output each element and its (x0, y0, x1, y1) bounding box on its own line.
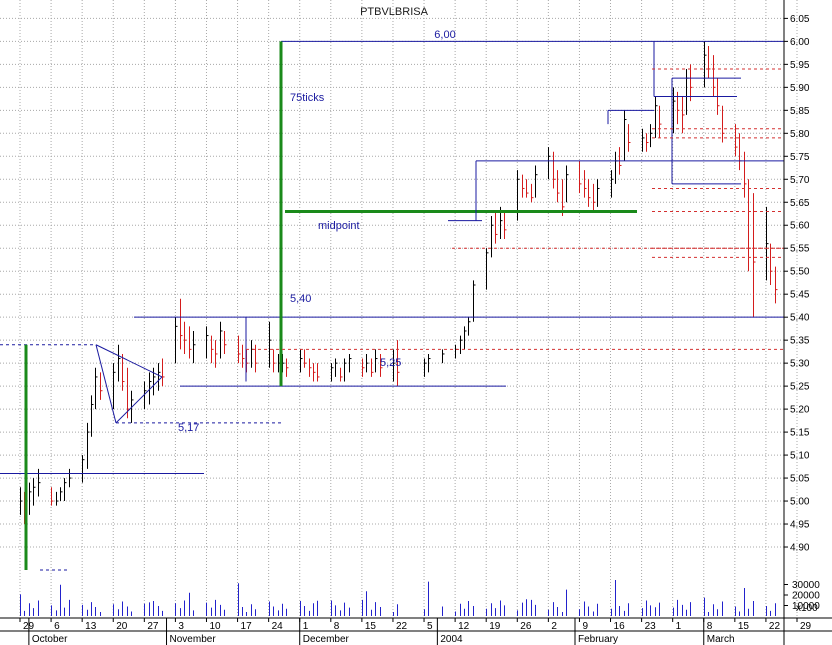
date-tick-label: 26 (520, 621, 532, 632)
date-tick-label: 29 (800, 621, 812, 632)
price-tick-label: 5.75 (790, 152, 810, 163)
date-tick-label: 19 (489, 621, 501, 632)
date-axis: 2961320273101724181522512192629162318152… (19, 618, 812, 645)
price-tick-label: 5.50 (790, 267, 810, 278)
price-tick-label: 5.20 (790, 405, 810, 416)
price-tick-label: 5.00 (790, 497, 810, 508)
date-tick-label: 12 (458, 621, 470, 632)
date-tick-label: 17 (241, 621, 253, 632)
price-tick-label: 5.85 (790, 106, 810, 117)
triangle-lower-line (115, 376, 163, 424)
volume-tick-label: 30000 (792, 580, 820, 591)
price-tick-label: 5.55 (790, 244, 810, 255)
date-tick-label: 13 (85, 621, 97, 632)
chart-drawings (0, 40, 784, 571)
date-tick-label: 22 (396, 621, 408, 632)
month-label: November (170, 634, 217, 645)
date-tick-label: 6 (54, 621, 60, 632)
price-tick-label: 5.30 (790, 359, 810, 370)
date-tick-label: 22 (769, 621, 781, 632)
price-tick-label: 5.15 (790, 428, 810, 439)
breakout-level-label: 5,40 (290, 293, 311, 305)
month-label: 2004 (440, 634, 463, 645)
month-label: March (707, 634, 735, 645)
date-tick-label: 10 (209, 621, 221, 632)
midpoint-label: midpoint (318, 220, 360, 232)
chart-title: PTBVLBRISA (360, 6, 429, 18)
date-tick-label: 8 (707, 621, 713, 632)
date-tick-label: 9 (582, 621, 588, 632)
date-tick-label: 3 (178, 621, 184, 632)
date-tick-label: 5 (427, 621, 433, 632)
price-tick-label: 4.95 (790, 520, 810, 531)
triangle-upper-line (95, 344, 163, 378)
price-tick-label: 5.90 (790, 83, 810, 94)
date-tick-label: 15 (365, 621, 377, 632)
price-tick-label: 6.05 (790, 14, 810, 25)
price-tick-label: 5.05 (790, 474, 810, 485)
volume-bars (20, 580, 776, 616)
price-tick-label: 5.80 (790, 129, 810, 140)
volume-tick-label: 10000 (792, 601, 820, 612)
triangle-low-label: 5,17 (178, 422, 199, 434)
price-tick-label: 5.95 (790, 60, 810, 71)
date-tick-label: 24 (272, 621, 284, 632)
price-tick-label: 4.90 (790, 543, 810, 554)
price-tick-label: 6.00 (790, 37, 810, 48)
date-tick-label: 2 (551, 621, 557, 632)
date-tick-label: 1 (676, 621, 682, 632)
volume-unit-label: x100 (796, 603, 818, 614)
date-tick-label: 23 (645, 621, 657, 632)
price-tick-label: 5.45 (790, 290, 810, 301)
resistance-label: 6,00 (434, 29, 455, 41)
triangle-side (95, 344, 117, 424)
price-tick-label: 5.35 (790, 336, 810, 347)
price-tick-label: 5.10 (790, 451, 810, 462)
price-tick-label: 5.40 (790, 313, 810, 324)
date-tick-label: 16 (614, 621, 626, 632)
date-tick-label: 1 (303, 621, 309, 632)
date-tick-label: 20 (116, 621, 128, 632)
month-label: February (578, 634, 618, 645)
gridlines (0, 0, 798, 618)
date-tick-label: 27 (147, 621, 159, 632)
price-tick-label: 5.60 (790, 221, 810, 232)
support-level-label: 5,25 (380, 357, 401, 369)
price-axis: 6.05 6.00 5.95 5.90 5.85 5.80 5.75 5.70 5.65 5.60… (784, 14, 810, 554)
measure-ticks-label: 75ticks (290, 92, 325, 104)
date-tick-label: 8 (334, 621, 340, 632)
price-tick-label: 5.65 (790, 198, 810, 209)
month-label: December (303, 634, 350, 645)
price-tick-label: 5.70 (790, 175, 810, 186)
price-tick-label: 5.25 (790, 382, 810, 393)
volume-tick-label: 20000 (792, 591, 820, 602)
month-label: October (32, 634, 68, 645)
price-bars (20, 41, 778, 525)
date-tick-label: 15 (738, 621, 750, 632)
